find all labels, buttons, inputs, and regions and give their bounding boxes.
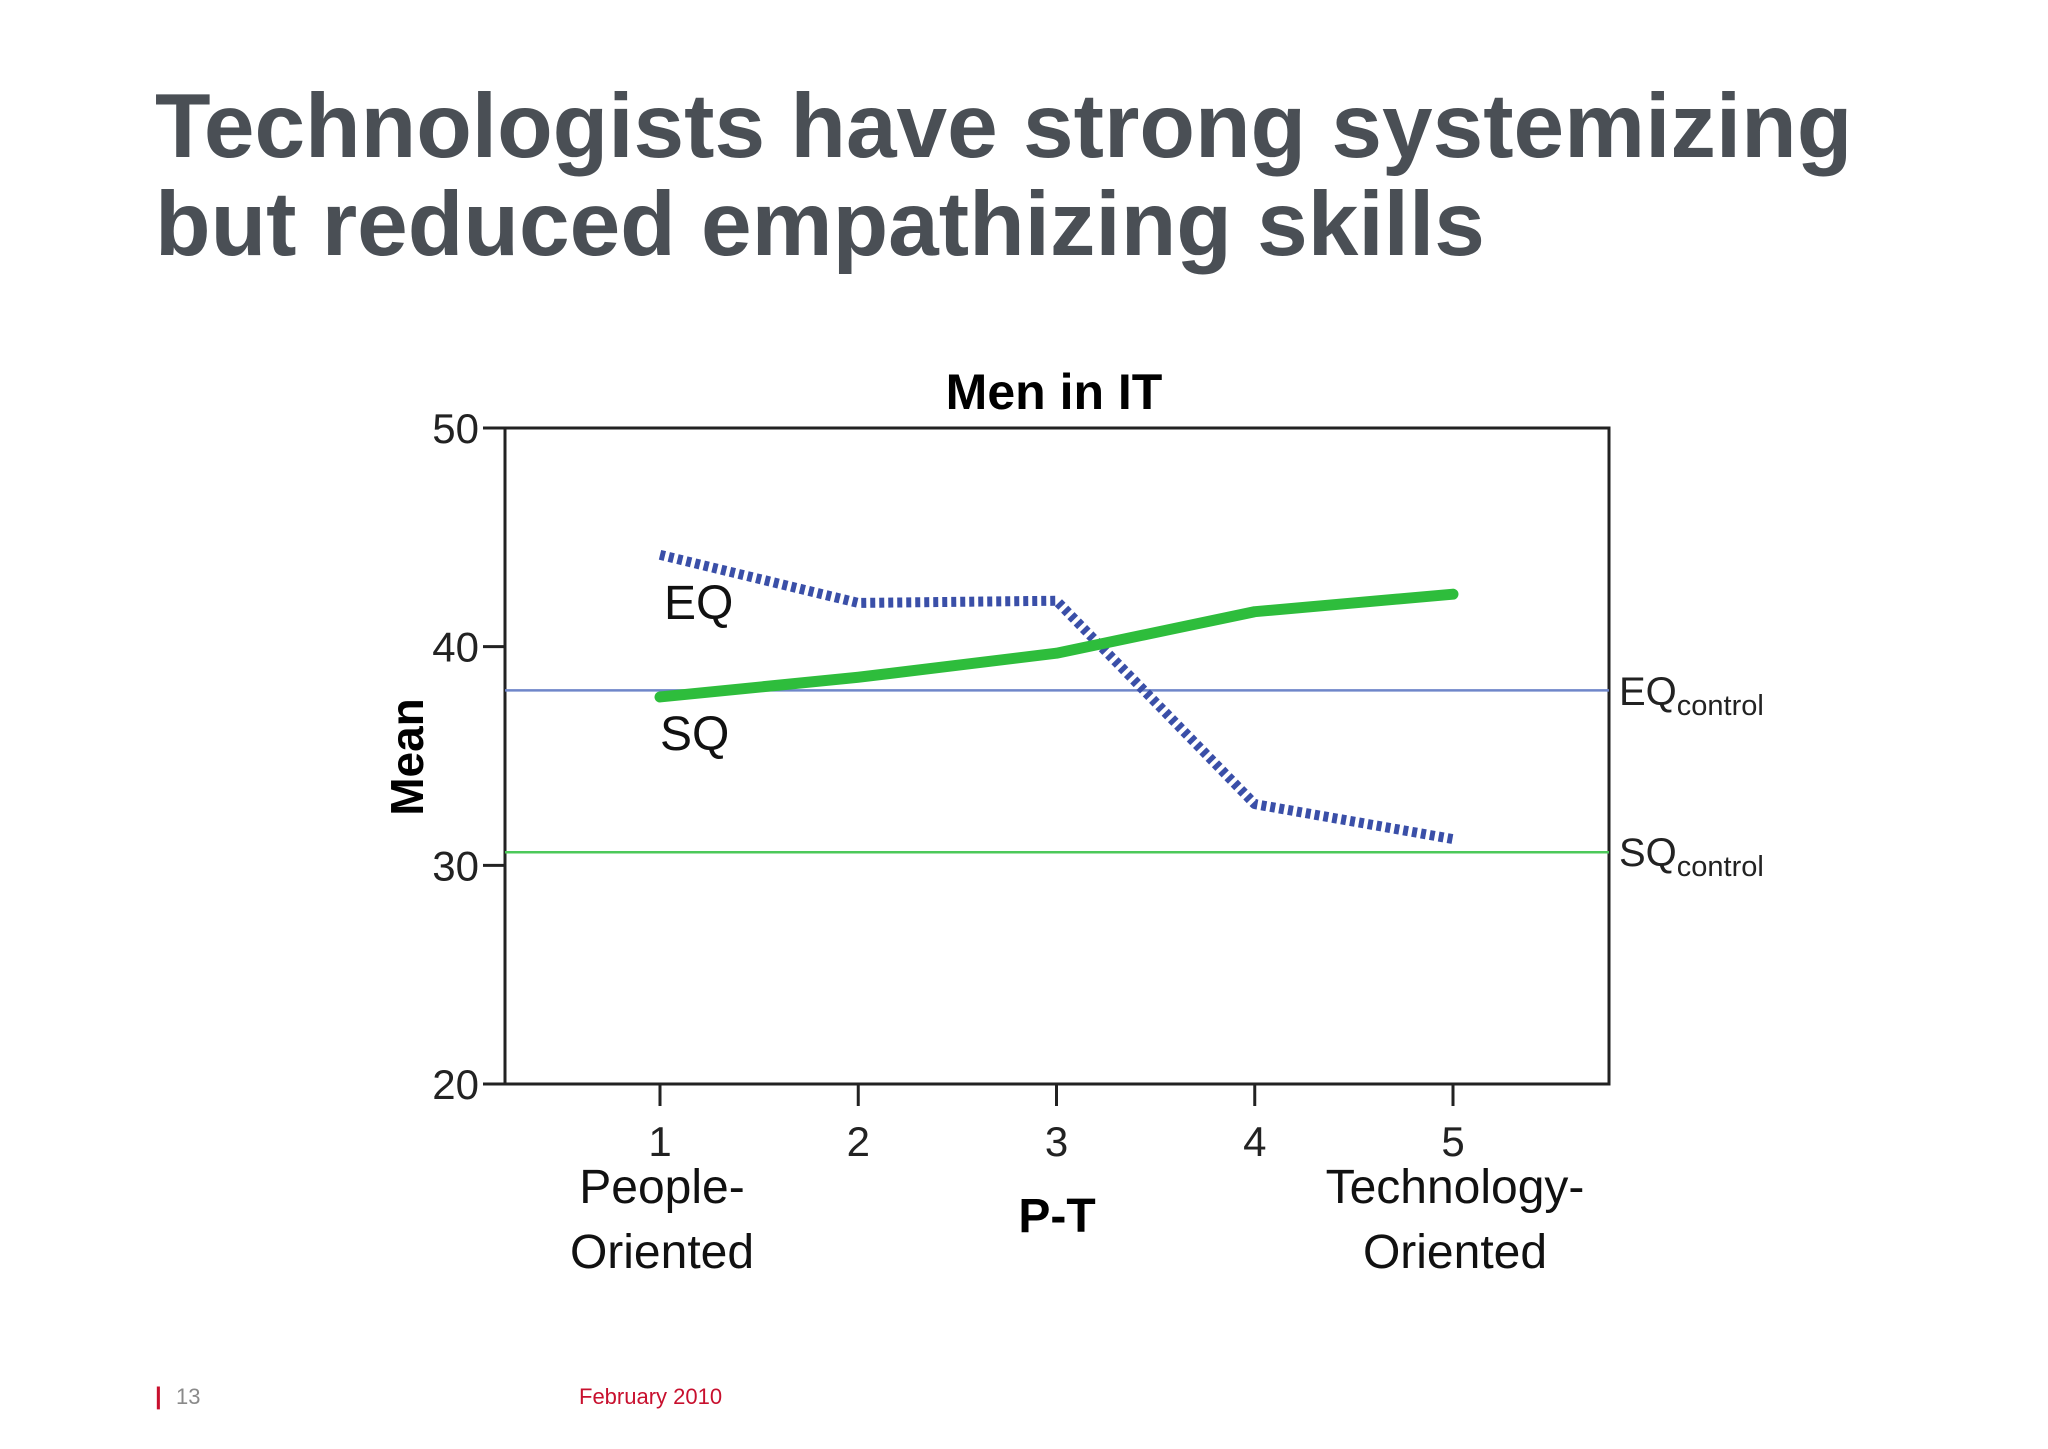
x-tick-label-5: 5	[1441, 1118, 1464, 1165]
y-axis: 20 30 40 50	[432, 405, 505, 1108]
ref-label-eq-subscript: control	[1677, 690, 1764, 722]
x-end-label-right-line2: Oriented	[1363, 1226, 1547, 1279]
ref-label-sq-control: SQcontrol	[1619, 831, 1764, 883]
ref-label-sq-name: SQ	[1619, 831, 1677, 875]
x-end-label-left-line1: People-	[579, 1161, 744, 1214]
slide-title-line-2: but reduced empathizing skills	[155, 174, 1485, 275]
y-axis-label: Mean	[381, 698, 433, 816]
y-tick-label-40: 40	[432, 624, 479, 671]
x-axis: 1 2 3 4 5	[648, 1084, 1465, 1165]
x-tick-label-4: 4	[1243, 1118, 1266, 1165]
ref-label-eq-control: EQcontrol	[1619, 670, 1764, 722]
ref-label-sq-subscript: control	[1677, 851, 1764, 883]
chart-title: Men in IT	[946, 364, 1163, 420]
y-tick-label-50: 50	[432, 405, 479, 452]
y-tick-label-30: 30	[432, 842, 479, 889]
footer-separator: |	[155, 1383, 162, 1410]
series-label-sq: SQ	[660, 708, 729, 761]
ref-label-eq-name: EQ	[1619, 670, 1677, 714]
series-line-eq	[658, 549, 1454, 845]
series-label-eq: EQ	[664, 577, 733, 630]
x-end-label-right-line1: Technology-	[1326, 1161, 1585, 1214]
x-end-label-left-line2: Oriented	[570, 1226, 754, 1279]
y-tick-label-20: 20	[432, 1061, 479, 1108]
series-line-sq	[654, 588, 1459, 703]
x-tick-label-2: 2	[847, 1118, 870, 1165]
x-tick-label-1: 1	[648, 1118, 671, 1165]
series-lines	[654, 549, 1459, 845]
slide-title-line-1: Technologists have strong systemizing	[155, 76, 1853, 177]
footer-page-number: 13	[176, 1384, 201, 1409]
x-axis-label: P-T	[1018, 1190, 1095, 1243]
x-tick-label-3: 3	[1045, 1118, 1068, 1165]
slide-title: Technologists have strong systemizing bu…	[155, 78, 2005, 274]
footer-date: February 2010	[579, 1384, 723, 1409]
